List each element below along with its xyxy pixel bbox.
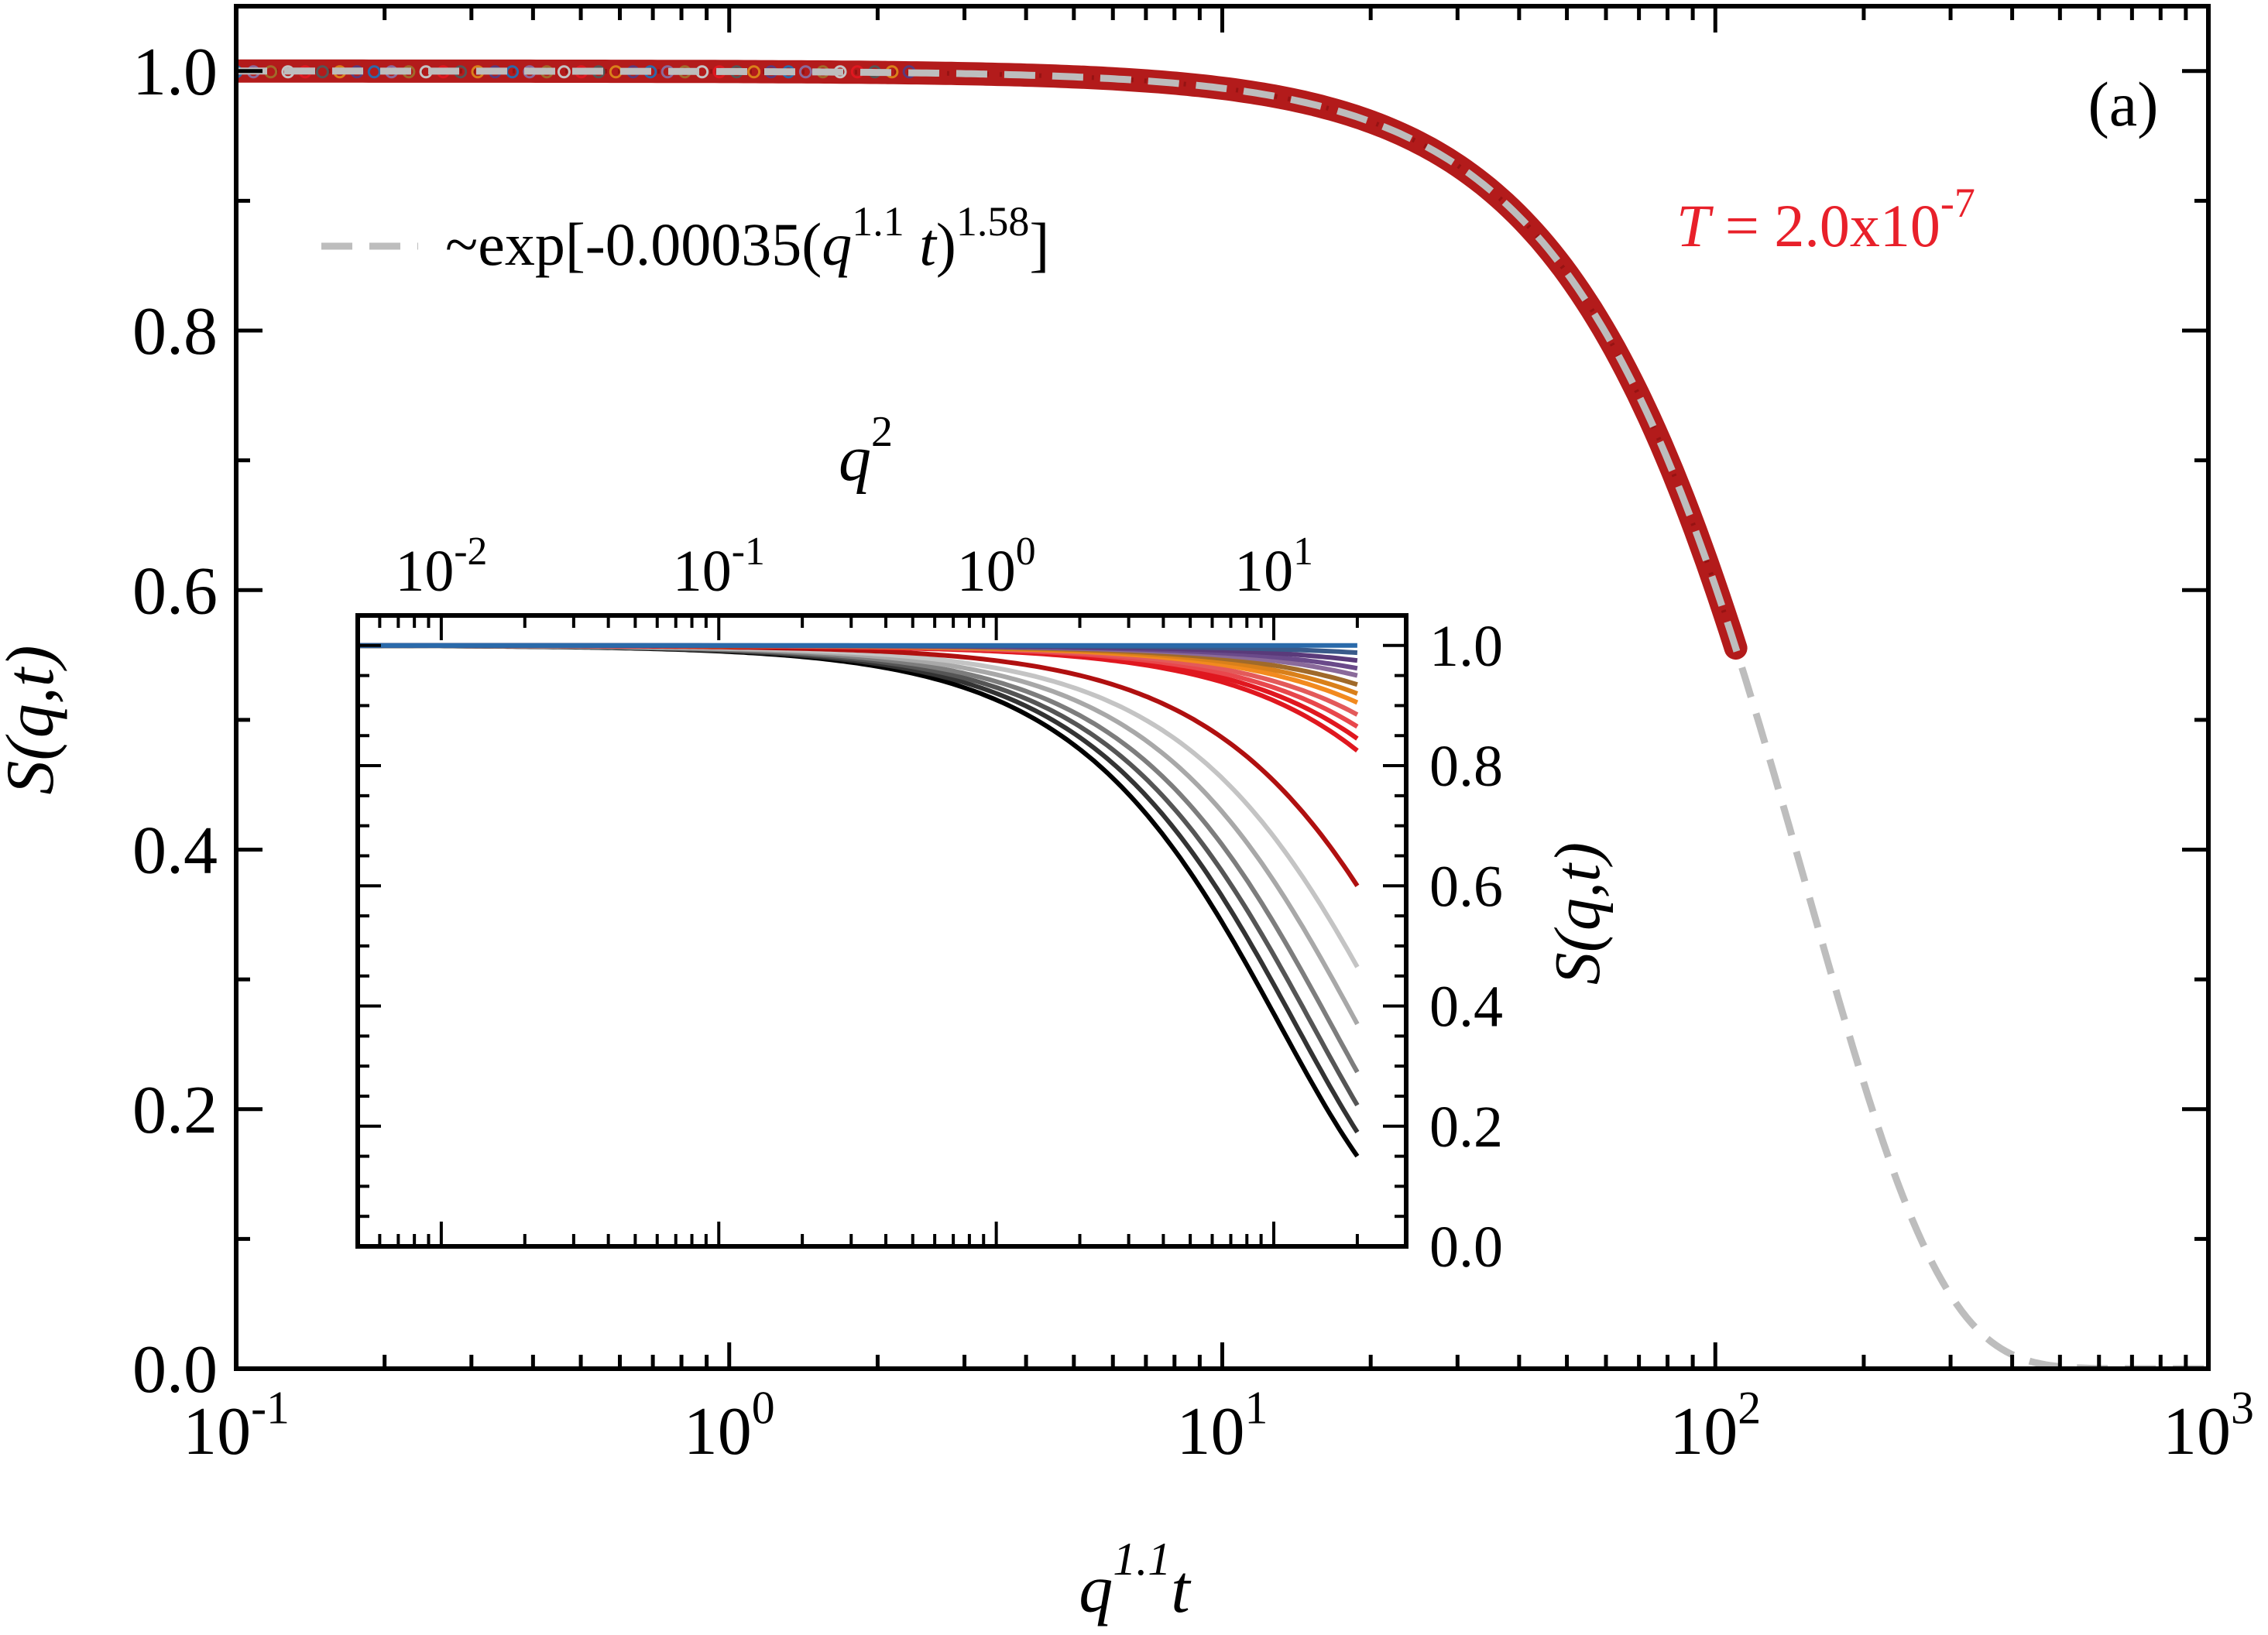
inset-x-axis-label: q2: [839, 408, 893, 495]
main-x-tick-label-base: 10: [1177, 1394, 1245, 1469]
inset-y-tick-label: 0.8: [1429, 734, 1503, 799]
inset-y-tick-label: 1.0: [1429, 614, 1503, 679]
inset-x-tick-label-base: 10: [957, 539, 1016, 604]
main-xlabel-q: q: [1079, 1552, 1113, 1627]
inset-x-tick-label: 10-1: [673, 530, 765, 604]
inset-x-tick-label: 100: [957, 530, 1036, 604]
main-x-tick-label-exp: 1: [1245, 1382, 1268, 1433]
inset-x-tick-label-base: 10: [1234, 539, 1293, 604]
main-y-tick-label: 0.0: [132, 1332, 218, 1407]
main-x-tick-label: 100: [684, 1382, 775, 1469]
fit-curve: [236, 67, 2208, 1369]
main-x-axis-label: q1.1t: [1079, 1534, 1192, 1627]
legend-q: q: [822, 211, 852, 278]
data-marker: [315, 65, 329, 79]
legend-exp2: 1.58: [956, 198, 1030, 245]
main-x-tick-label-exp: 2: [1738, 1382, 1761, 1433]
inset-x-tick-label-exp: -1: [732, 530, 765, 574]
inset-xlabel-exp: 2: [871, 408, 893, 456]
inset-xlabel-q: q: [839, 423, 871, 495]
legend-suffix: ]: [1029, 211, 1049, 278]
inset-y-tick-label: 0.2: [1429, 1095, 1503, 1160]
main-y-tick-label: 0.4: [132, 814, 218, 889]
main-y-axis-label: S(q,t): [0, 645, 68, 794]
main-y-tick-label: 0.8: [132, 294, 218, 369]
main-x-tick-label: 102: [1669, 1382, 1761, 1469]
legend-fit-label: ~exp[-0.00035(q1.1 t)1.58]: [445, 198, 1049, 278]
main-y-tick-label: 0.6: [132, 554, 218, 629]
temperature-symbol: T: [1676, 192, 1714, 259]
legend-prefix: ~exp[-0.00035(: [445, 211, 822, 278]
main-plot-data: [236, 59, 2208, 1369]
legend-exp1: 1.1: [852, 198, 904, 245]
inset-plot-frame: [355, 613, 1408, 1249]
inset-plot-data: [358, 643, 1360, 1158]
inset-x-tick-label-exp: 1: [1293, 530, 1313, 574]
inset-x-tick-label: 10-2: [395, 530, 487, 604]
main-x-tick-label: 103: [2163, 1382, 2254, 1469]
main-x-tick-label-exp: -1: [251, 1382, 290, 1433]
main-x-tick-label: 101: [1177, 1382, 1268, 1469]
legend-t: t: [904, 211, 938, 278]
data-marker: [367, 65, 381, 79]
inset-y-tick-label: 0.0: [1429, 1215, 1503, 1280]
data-marker: [747, 65, 761, 79]
legend-close: ): [936, 211, 956, 278]
panel-label: (a): [2088, 69, 2158, 139]
main-x-tick-label-exp: 0: [752, 1382, 775, 1433]
main-x-tick-label-exp: 3: [2231, 1382, 2254, 1433]
temperature-annotation: T = 2.0x10-7: [1676, 180, 1975, 259]
inset-x-tick-label-exp: -2: [454, 530, 487, 574]
inset-x-tick-label: 101: [1234, 530, 1313, 604]
main-x-tick-label-base: 10: [684, 1394, 752, 1469]
temperature-exponent: -7: [1940, 180, 1975, 226]
main-xlabel-exp: 1.1: [1113, 1534, 1171, 1585]
main-x-tick-label-base: 10: [2163, 1394, 2231, 1469]
main-x-tick-label-base: 10: [183, 1394, 251, 1469]
inset-y-tick-label: 0.6: [1429, 854, 1503, 919]
main-xlabel-t: t: [1171, 1552, 1192, 1627]
inset-background: [358, 615, 1406, 1246]
inset-x-tick-label-base: 10: [395, 539, 454, 604]
main-y-tick-label: 1.0: [132, 35, 218, 110]
data-marker: [557, 65, 571, 79]
main-y-tick-label: 0.2: [132, 1073, 218, 1148]
temperature-value: = 2.0x10: [1710, 192, 1940, 259]
inset-x-tick-label-exp: 0: [1016, 530, 1036, 574]
main-x-tick-label-base: 10: [1669, 1394, 1738, 1469]
inset-y-tick-label: 0.4: [1429, 975, 1503, 1040]
main-x-tick-label: 10-1: [183, 1382, 290, 1469]
data-marker: [798, 65, 812, 79]
inset-y-axis-label: S(q,t): [1542, 842, 1614, 985]
inset-x-tick-label-base: 10: [673, 539, 732, 604]
